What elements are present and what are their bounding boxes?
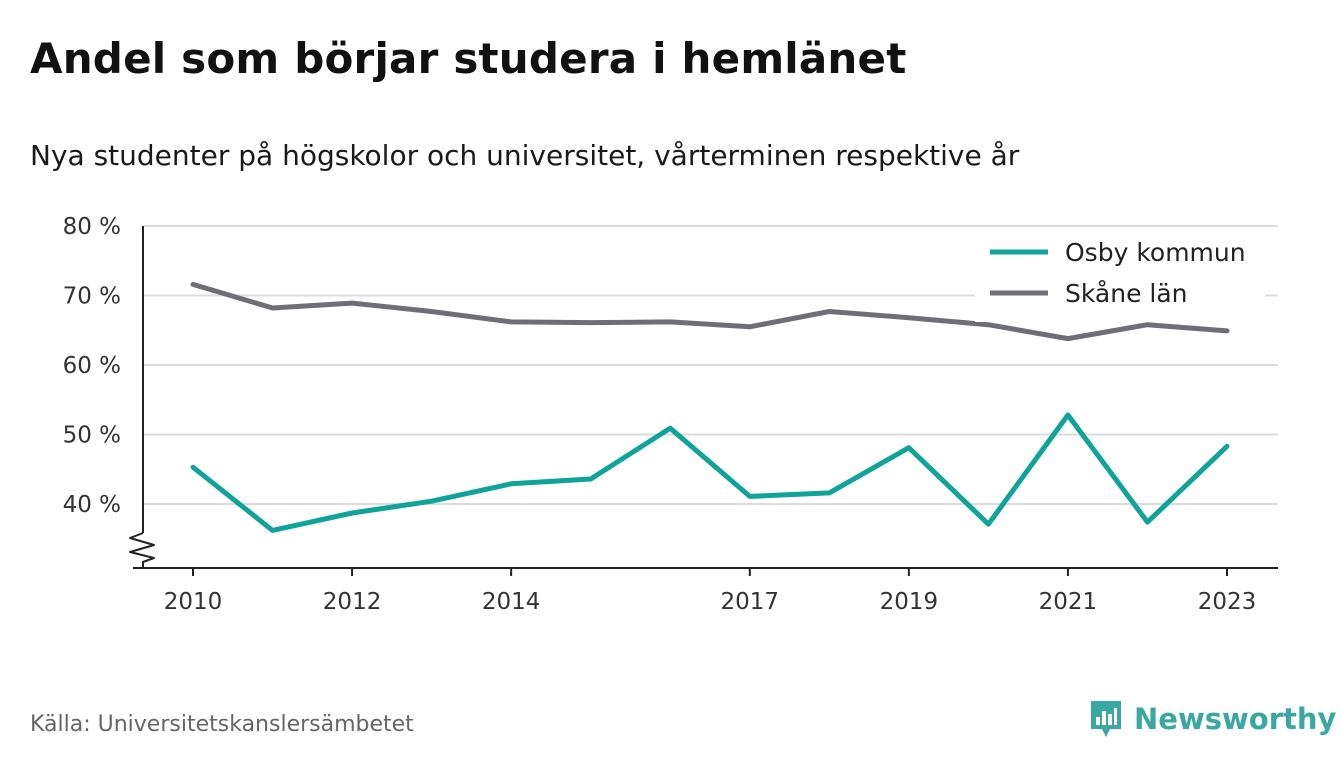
y-tick-label: 70 % bbox=[63, 284, 121, 310]
legend: Osby kommun Skåne län bbox=[975, 232, 1265, 322]
chart-title: Andel som börjar studera i hemlänet bbox=[30, 34, 907, 83]
brand-name: Newsworthy bbox=[1134, 702, 1337, 736]
y-tick-label: 60 % bbox=[63, 353, 121, 379]
legend-background bbox=[975, 232, 1265, 322]
x-tick-label: 2023 bbox=[1198, 589, 1257, 615]
x-tick-label: 2019 bbox=[880, 589, 939, 615]
series-lines bbox=[190, 281, 1230, 533]
bar-chart-badge-icon bbox=[1091, 701, 1121, 737]
x-tick-label: 2010 bbox=[164, 589, 223, 615]
x-tick-label: 2014 bbox=[482, 589, 541, 615]
series-line-1 bbox=[190, 281, 1230, 342]
x-tick-label: 2017 bbox=[720, 589, 779, 615]
x-tick-label: 2012 bbox=[323, 589, 382, 615]
axes: 40 % 50 % 60 % 70 % 80 % 2010 2012 2014 2017 2019… bbox=[63, 214, 1278, 615]
legend-label: Osby kommun bbox=[1065, 238, 1246, 267]
chart-subtitle: Nya studenter på högskolor och universit… bbox=[30, 139, 1020, 172]
y-tick-label: 40 % bbox=[63, 492, 121, 518]
x-tick-label: 2021 bbox=[1039, 589, 1098, 615]
legend-label: Skåne län bbox=[1065, 279, 1188, 308]
y-tick-label: 80 % bbox=[63, 214, 121, 240]
source-note: Källa: Universitetskanslersämbetet bbox=[30, 712, 414, 737]
brand-logo[interactable]: Newsworthy bbox=[1088, 698, 1336, 740]
series-line-0 bbox=[190, 412, 1230, 533]
line-chart: 40 % 50 % 60 % 70 % 80 % 2010 2012 2014 2017 2019… bbox=[63, 214, 1278, 615]
y-axis-break-marker bbox=[129, 532, 155, 568]
y-tick-label: 50 % bbox=[63, 423, 121, 449]
